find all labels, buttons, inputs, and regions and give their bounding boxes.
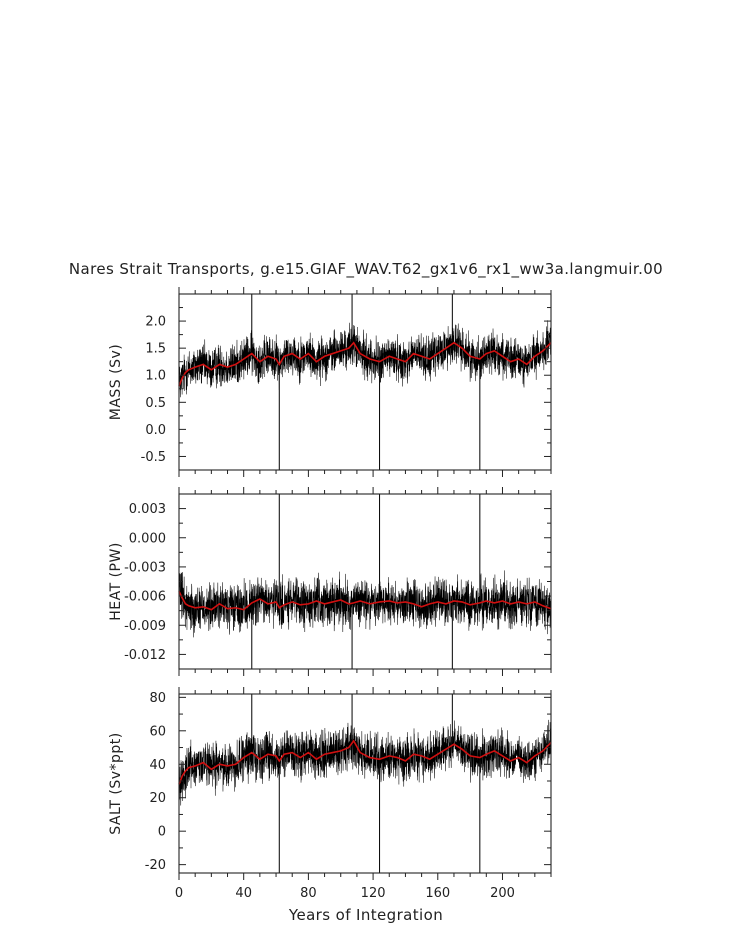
mass-ytick-label: -0.5 <box>141 450 166 465</box>
mass-ytick-label: 1.0 <box>145 369 166 384</box>
xtick-label: 160 <box>425 886 450 901</box>
mass-smoothed-line <box>178 341 552 387</box>
salt-monthly-line <box>179 719 551 806</box>
xtick-label: 80 <box>300 886 317 901</box>
heat-ytick-label: -0.006 <box>124 590 166 605</box>
x-axis-label: Years of Integration <box>288 906 443 924</box>
mass-plot-frame <box>178 293 552 471</box>
salt-ytick-label: 20 <box>149 791 166 806</box>
xtick-label: 40 <box>235 886 252 901</box>
salt-ytick-label: 40 <box>149 758 166 773</box>
salt-ytick-label: 80 <box>149 691 166 706</box>
heat-monthly-line <box>179 570 551 638</box>
xtick-label: 120 <box>361 886 386 901</box>
salt-y-axis-label: SALT (Sv*ppt) <box>108 732 124 834</box>
mass-monthly-line <box>179 320 551 405</box>
salt-ytick-label: 60 <box>149 724 166 739</box>
heat-ytick-label: -0.012 <box>124 648 166 663</box>
mass-ytick-label: 2.0 <box>145 315 166 330</box>
heat-smoothed-line <box>178 590 552 611</box>
heat-ytick-label: 0.003 <box>129 502 166 517</box>
mass-panel: -0.5 0.0 0.5 1.0 1.5 2.0 MASS (Sv) <box>108 287 552 477</box>
heat-y-axis-label: HEAT (PW) <box>108 542 124 621</box>
salt-ytick-label: 0 <box>158 825 166 840</box>
heat-ytick-label: 0.000 <box>129 531 166 546</box>
heat-ytick-label: -0.009 <box>124 619 166 634</box>
chart-title: Nares Strait Transports, g.e15.GIAF_WAV.… <box>69 260 663 279</box>
salt-ytick-label: -20 <box>145 858 166 873</box>
heat-panel: -0.012 -0.009 -0.006 -0.003 0.000 0.003 HEAT (… <box>108 487 552 676</box>
mass-ytick-label: 0.0 <box>145 423 166 438</box>
mass-y-axis-label: MASS (Sv) <box>108 344 124 420</box>
heat-ytick-label: -0.003 <box>124 560 166 575</box>
xtick-label: 0 <box>175 886 183 901</box>
salt-panel: -20 0 20 40 60 80 SALT (Sv*ppt) 0 40 80 120 160 200 <box>108 687 552 901</box>
mass-ytick-label: 0.5 <box>145 396 166 411</box>
mass-ytick-label: 1.5 <box>145 342 166 357</box>
xtick-label: 200 <box>490 886 515 901</box>
salt-plot-frame <box>178 693 552 874</box>
salt-smoothed-line <box>178 739 552 785</box>
